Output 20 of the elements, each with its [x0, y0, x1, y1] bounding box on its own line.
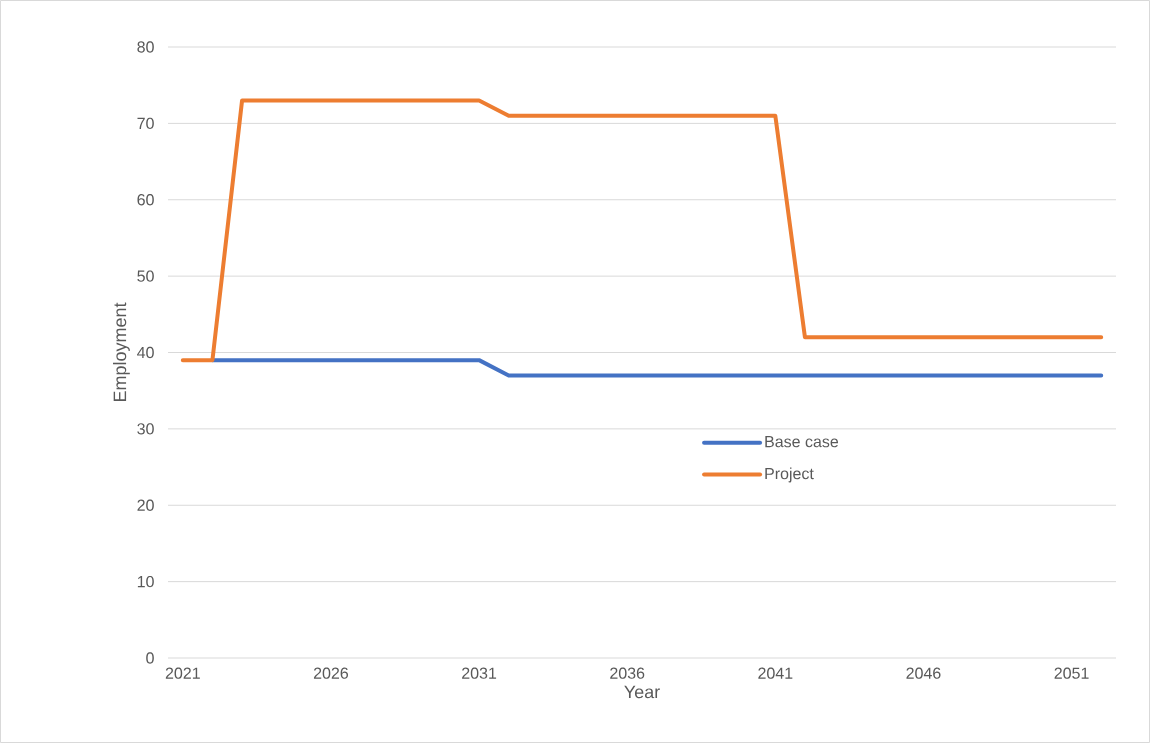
x-tick-label: 2031 — [462, 667, 497, 679]
y-tick-label: 20 — [137, 499, 154, 511]
y-tick-label: 40 — [137, 346, 154, 359]
y-tick-label: 70 — [137, 117, 154, 130]
y-axis-title: Employment — [113, 302, 130, 402]
y-tick-label: 60 — [137, 194, 154, 206]
x-tick-label: 2046 — [906, 667, 941, 679]
x-tick-label: 2041 — [758, 667, 793, 679]
legend-label: Project — [765, 467, 814, 483]
y-tick-label: 10 — [137, 575, 154, 588]
x-tick-label: 2036 — [610, 667, 645, 679]
y-tick-label: 0 — [146, 652, 154, 664]
x-tick-label: 2026 — [313, 667, 349, 679]
y-tick-label: 80 — [137, 41, 154, 53]
x-axis-title: Year — [624, 685, 660, 699]
y-tick-label: 30 — [137, 423, 154, 435]
y-tick-label: 50 — [137, 270, 154, 282]
x-tick-label: 2051 — [1054, 667, 1089, 679]
legend-label: Base case — [765, 436, 839, 448]
x-tick-label: 2021 — [165, 667, 200, 679]
